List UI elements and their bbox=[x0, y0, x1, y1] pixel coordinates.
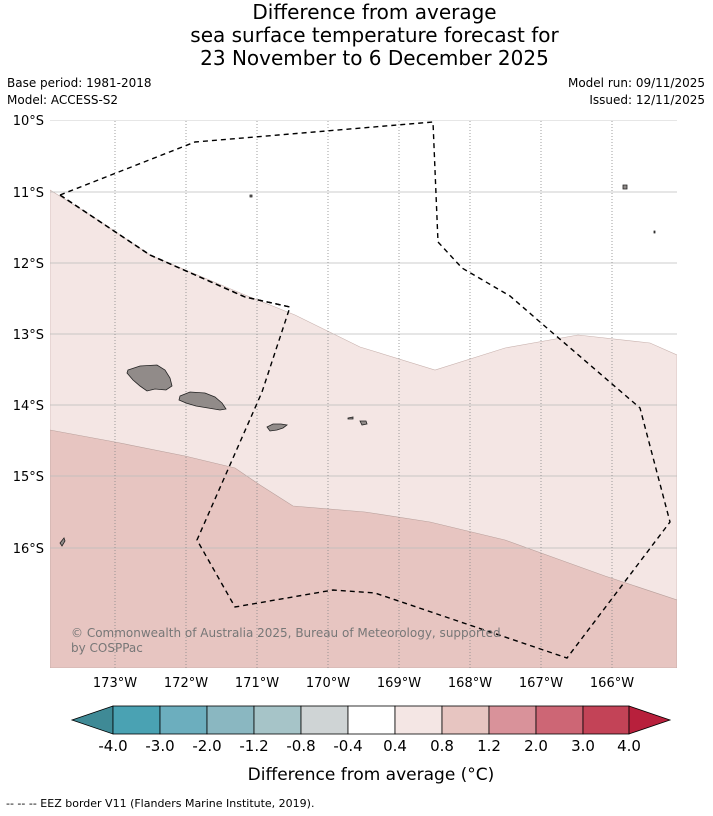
lat-label-12s: 12°S bbox=[13, 257, 44, 272]
lon-label-166w: 166°W bbox=[590, 676, 634, 691]
lon-label-172w: 172°W bbox=[164, 676, 208, 691]
title-line-2: sea surface temperature forecast for bbox=[190, 23, 559, 47]
colorbar-tick-1: -3.0 bbox=[145, 737, 174, 755]
colorbar-tick-11: 4.0 bbox=[617, 737, 641, 755]
lon-labels: 173°W 172°W 171°W 170°W 169°W 168°W 167°… bbox=[93, 676, 634, 691]
colorbar-tick-4: -0.8 bbox=[286, 737, 315, 755]
island-ofu bbox=[347, 416, 354, 420]
anomaly-band-0.8-1.2 bbox=[50, 429, 677, 668]
colorbar-seg-4 bbox=[253, 705, 302, 735]
lon-label-171w: 171°W bbox=[235, 676, 279, 691]
lat-label-15s: 15°S bbox=[13, 470, 44, 485]
colorbar-seg-1 bbox=[112, 705, 161, 735]
colorbar-title: Difference from average (°C) bbox=[248, 765, 495, 785]
map-area bbox=[50, 120, 677, 668]
colorbar-seg-5 bbox=[300, 705, 349, 735]
island-small-2 bbox=[622, 184, 628, 190]
colorbar-tick-6: 0.4 bbox=[383, 737, 407, 755]
lon-label-173w: 173°W bbox=[93, 676, 137, 691]
island-upolu bbox=[178, 391, 227, 411]
eez-border-tokelau bbox=[59, 194, 291, 308]
colorbar-seg-11 bbox=[582, 705, 630, 735]
island-tau bbox=[359, 420, 368, 426]
issued-date: Issued: 12/11/2025 bbox=[589, 93, 705, 107]
colorbar-tick-8: 1.2 bbox=[477, 737, 501, 755]
model-name: Model: ACCESS-S2 bbox=[7, 93, 119, 107]
lat-label-13s: 13°S bbox=[13, 328, 44, 343]
eez-border-samoa bbox=[58, 121, 671, 659]
colorbar-seg-0 bbox=[70, 705, 114, 735]
colorbar-seg-2 bbox=[159, 705, 208, 735]
colorbar-tick-0: -4.0 bbox=[98, 737, 127, 755]
base-period: Base period: 1981-2018 bbox=[7, 76, 152, 90]
lon-label-170w: 170°W bbox=[306, 676, 350, 691]
colorbar-seg-6 bbox=[347, 705, 396, 735]
colorbar-ticks: -4.0 -3.0 -2.0 -1.2 -0.8 -0.4 0.4 0.8 1.… bbox=[98, 737, 641, 755]
model-run: Model run: 09/11/2025 bbox=[567, 76, 705, 90]
copyright-notice: © Commonwealth of Australia 2025, Bureau… bbox=[71, 626, 501, 655]
lon-label-168w: 168°W bbox=[448, 676, 492, 691]
eez-footnote: -- -- -- EEZ border V11 (Flanders Marine… bbox=[6, 797, 315, 810]
lon-label-169w: 169°W bbox=[377, 676, 421, 691]
colorbar-seg-3 bbox=[206, 705, 255, 735]
lon-label-167w: 167°W bbox=[519, 676, 563, 691]
island-tutuila bbox=[266, 423, 288, 432]
colorbar-tick-9: 2.0 bbox=[524, 737, 548, 755]
colorbar-tick-5: -0.4 bbox=[333, 737, 362, 755]
lat-label-16s: 16°S bbox=[13, 542, 44, 557]
colorbar-seg-10 bbox=[535, 705, 584, 735]
land-islands bbox=[59, 184, 656, 547]
title-line-1: Difference from average bbox=[252, 0, 497, 24]
colorbar-tick-2: -2.0 bbox=[192, 737, 221, 755]
colorbar-tick-10: 3.0 bbox=[571, 737, 595, 755]
lat-label-11s: 11°S bbox=[13, 186, 44, 201]
colorbar-tick-3: -1.2 bbox=[239, 737, 268, 755]
island-small-4 bbox=[59, 537, 66, 547]
colorbar-seg-7 bbox=[394, 705, 443, 735]
gridlines bbox=[50, 120, 677, 668]
lat-label-14s: 14°S bbox=[13, 399, 44, 414]
title-line-3: 23 November to 6 December 2025 bbox=[200, 46, 549, 70]
island-savaii bbox=[126, 364, 173, 392]
colorbar-seg-9 bbox=[488, 705, 537, 735]
lat-labels: 10°S 11°S 12°S 13°S 14°S 15°S 16°S bbox=[13, 114, 44, 557]
island-small-1 bbox=[249, 194, 253, 198]
colorbar-seg-12 bbox=[628, 705, 672, 735]
island-small-3 bbox=[653, 230, 656, 234]
colorbar bbox=[70, 705, 672, 735]
colorbar-seg-8 bbox=[441, 705, 490, 735]
lat-label-10s: 10°S bbox=[13, 114, 44, 129]
colorbar-tick-7: 0.8 bbox=[430, 737, 454, 755]
